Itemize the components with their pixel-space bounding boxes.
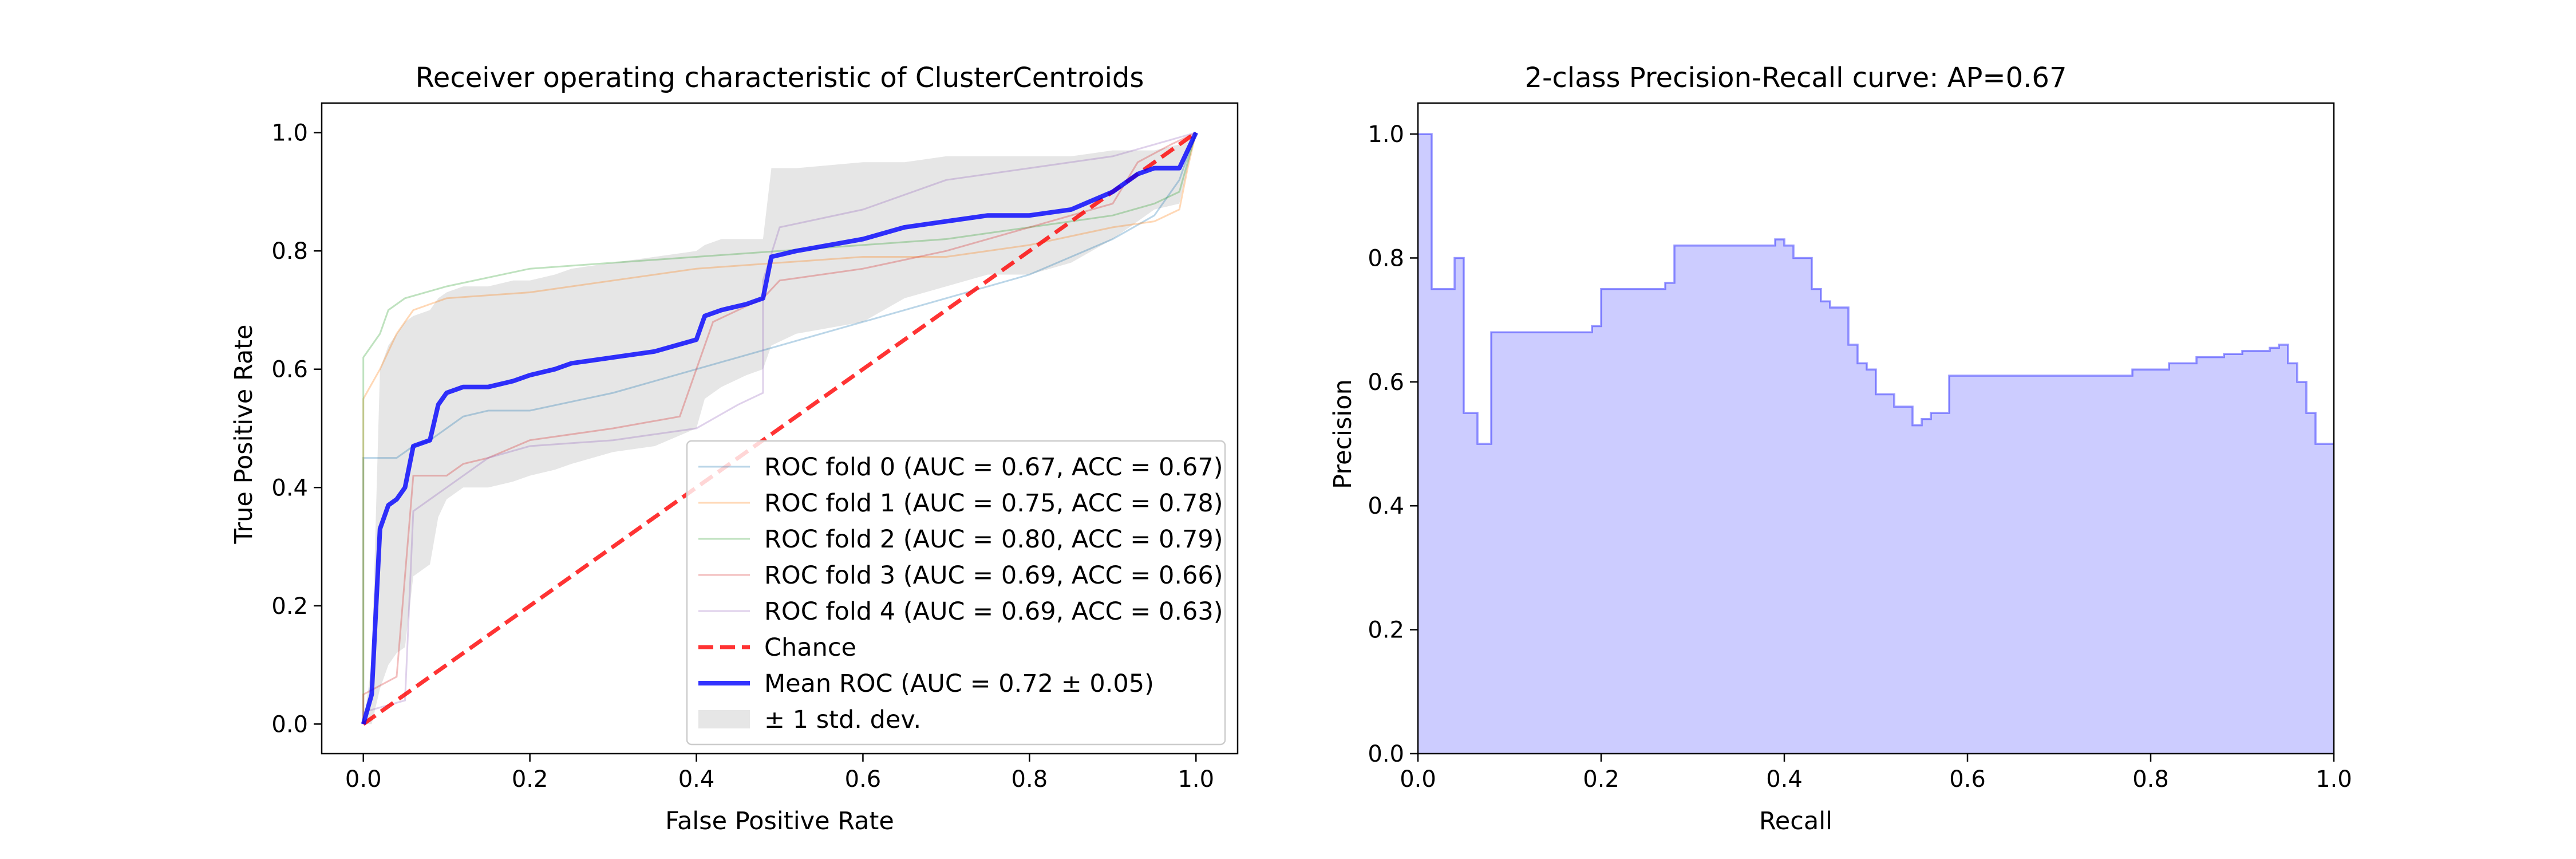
pr-x-tick-label: 0.6 bbox=[1949, 766, 1986, 793]
roc-x-axis-ticks: 0.0 0.2 0.4 0.6 0.8 1.0 bbox=[345, 754, 1214, 793]
roc-fold-4-line bbox=[362, 132, 1196, 724]
legend-entry-label: ± 1 std. dev. bbox=[764, 706, 921, 734]
roc-x-tick-label: 1.0 bbox=[1178, 766, 1214, 793]
pr-plot-area bbox=[1418, 133, 2334, 754]
pr-x-tick-label: 0.0 bbox=[1400, 766, 1436, 793]
pr-y-tick-label: 0.6 bbox=[1368, 369, 1404, 396]
roc-fold-3-line bbox=[362, 132, 1196, 724]
legend-entry-label: ROC fold 1 (AUC = 0.75, ACC = 0.78) bbox=[764, 489, 1223, 518]
std-dev-band bbox=[363, 132, 1196, 724]
roc-y-axis-ticks: 0.0 0.2 0.4 0.6 0.8 1.0 bbox=[271, 120, 322, 738]
pr-area-fill bbox=[1418, 134, 2334, 754]
legend-entry-label: ROC fold 2 (AUC = 0.80, ACC = 0.79) bbox=[764, 525, 1223, 554]
roc-plot-area bbox=[361, 131, 1198, 726]
pr-x-tick-label: 0.8 bbox=[2132, 766, 2169, 793]
pr-x-tick-label: 0.2 bbox=[1583, 766, 1619, 793]
roc-legend: ROC fold 0 (AUC = 0.67, ACC = 0.67) ROC f… bbox=[686, 440, 1226, 746]
legend-entry-label: ROC fold 3 (AUC = 0.69, ACC = 0.66) bbox=[764, 561, 1223, 590]
pr-y-axis-label: Precision bbox=[1329, 379, 1357, 489]
roc-x-axis-label: False Positive Rate bbox=[665, 807, 894, 836]
pr-y-tick-label: 0.4 bbox=[1368, 493, 1404, 519]
roc-x-tick-label: 0.4 bbox=[678, 766, 715, 793]
roc-y-axis-label: True Positive Rate bbox=[230, 324, 258, 544]
pr-y-tick-label: 0.8 bbox=[1368, 245, 1404, 271]
pr-chart-title: 2-class Precision-Recall curve: AP=0.67 bbox=[1524, 62, 2067, 94]
roc-axes-frame bbox=[321, 102, 1239, 755]
roc-y-tick-label: 0.8 bbox=[271, 238, 308, 265]
roc-y-tick-label: 0.2 bbox=[271, 593, 308, 620]
roc-y-tick-label: 0.6 bbox=[271, 357, 308, 383]
roc-y-tick-label: 0.0 bbox=[271, 711, 308, 738]
pr-x-axis-label: Recall bbox=[1759, 807, 1832, 836]
roc-y-tick-label: 0.4 bbox=[271, 475, 308, 501]
pr-x-tick-label: 1.0 bbox=[2316, 766, 2352, 793]
mean-roc-line bbox=[361, 131, 1198, 725]
roc-chart: Receiver operating characteristic of Clu… bbox=[230, 62, 1239, 836]
legend-entry-label: Chance bbox=[764, 633, 856, 662]
roc-fold-2-line bbox=[362, 132, 1197, 724]
pr-y-tick-label: 1.0 bbox=[1368, 121, 1404, 148]
roc-fold-0-line bbox=[362, 132, 1197, 724]
roc-fold-1-line bbox=[362, 132, 1197, 724]
pr-x-axis-ticks: 0.0 0.2 0.4 0.6 0.8 1.0 bbox=[1400, 754, 2352, 793]
roc-x-tick-label: 0.0 bbox=[345, 766, 382, 793]
roc-y-tick-label: 1.0 bbox=[271, 120, 308, 147]
legend-entry-label: ROC fold 0 (AUC = 0.67, ACC = 0.67) bbox=[764, 453, 1223, 482]
roc-x-tick-label: 0.8 bbox=[1012, 766, 1048, 793]
chance-line bbox=[362, 131, 1198, 726]
pr-x-tick-label: 0.4 bbox=[1766, 766, 1803, 793]
legend-entry-label: Mean ROC (AUC = 0.72 ± 0.05) bbox=[764, 669, 1154, 698]
legend-box bbox=[686, 440, 1226, 746]
roc-x-tick-label: 0.2 bbox=[512, 766, 548, 793]
pr-y-axis-ticks: 0.0 0.2 0.4 0.6 0.8 1.0 bbox=[1368, 121, 1418, 767]
pr-axes-frame bbox=[1417, 102, 2335, 755]
roc-chart-title: Receiver operating characteristic of Clu… bbox=[416, 62, 1144, 94]
legend-swatch-std-dev bbox=[698, 710, 750, 728]
legend-entry-label: ROC fold 4 (AUC = 0.69, ACC = 0.63) bbox=[764, 597, 1223, 626]
pr-y-tick-label: 0.0 bbox=[1368, 741, 1404, 767]
pr-step-line bbox=[1418, 133, 2334, 445]
precision-recall-chart: 2-class Precision-Recall curve: AP=0.67 … bbox=[1329, 62, 2352, 836]
roc-x-tick-label: 0.6 bbox=[845, 766, 882, 793]
pr-y-tick-label: 0.2 bbox=[1368, 617, 1404, 644]
